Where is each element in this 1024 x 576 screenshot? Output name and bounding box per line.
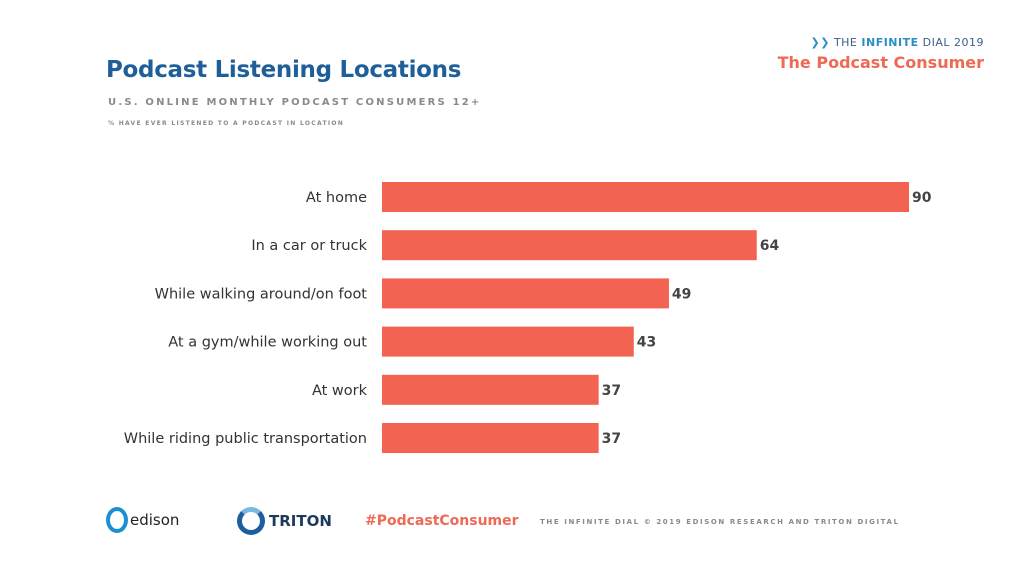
category-label: While walking around/on foot: [155, 286, 368, 302]
copyright: THE INFINITE DIAL © 2019 EDISON RESEARCH…: [540, 518, 900, 526]
bar: [382, 423, 599, 453]
triton-text: TRITON: [269, 512, 332, 530]
brand-the: THE: [833, 36, 858, 49]
value-label: 43: [637, 335, 656, 351]
value-label: 37: [602, 383, 621, 399]
value-label: 64: [760, 238, 780, 254]
hashtag: #PodcastConsumer: [365, 513, 519, 529]
category-label: While riding public transportation: [124, 431, 367, 447]
triton-mark-icon: [237, 507, 265, 535]
edison-text: edison: [130, 511, 180, 529]
category-label: In a car or truck: [251, 238, 367, 254]
bar: [382, 374, 599, 405]
triton-logo: TRITON: [237, 507, 332, 535]
category-label: At home: [306, 190, 367, 206]
bar: [382, 278, 669, 309]
category-label: At work: [312, 383, 368, 399]
value-label: 37: [602, 431, 621, 447]
infinite-dial-logo: ❯❯ THE INFINITE DIAL 2019: [778, 36, 984, 49]
brand-year: 2019: [954, 36, 984, 49]
value-label: 90: [912, 190, 932, 206]
chart-subtitle: U.S. ONLINE MONTHLY PODCAST CONSUMERS 12…: [108, 97, 482, 108]
category-label: At a gym/while working out: [168, 335, 367, 351]
bar: [382, 230, 757, 261]
brand-dial: DIAL: [922, 36, 950, 49]
dial-arrows-icon: ❯❯: [810, 36, 830, 49]
chart-title: Podcast Listening Locations: [106, 57, 462, 83]
bar: [382, 182, 909, 212]
edison-logo: edison: [106, 507, 179, 533]
footer: edison TRITON #PodcastConsumer THE INFIN…: [0, 507, 1024, 547]
bar: [382, 326, 634, 357]
chart-note: % HAVE EVER LISTENED TO A PODCAST IN LOC…: [108, 120, 345, 127]
infinite-dial-brand: ❯❯ THE INFINITE DIAL 2019 The Podcast Con…: [778, 36, 984, 72]
edison-mark-icon: [106, 507, 128, 533]
report-subtitle: The Podcast Consumer: [777, 53, 984, 72]
value-label: 49: [672, 286, 691, 302]
brand-infinite: INFINITE: [861, 36, 919, 49]
